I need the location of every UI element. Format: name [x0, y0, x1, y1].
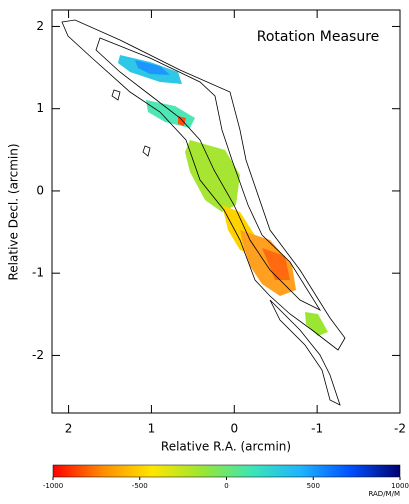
colorbar: [52, 464, 401, 478]
y-tick-label: 2: [36, 19, 44, 33]
x-tick-label: 1: [148, 422, 156, 436]
rm-map: [118, 55, 328, 336]
colorbar-tick-label: 1000: [391, 482, 409, 490]
colorbar-tick-label: 500: [307, 482, 320, 490]
contours: [61, 19, 346, 406]
x-tick-label: -2: [394, 422, 406, 436]
colorbar-tick-label: -1000: [43, 482, 63, 490]
x-axis-label: Relative R.A. (arcmin): [161, 440, 291, 454]
colorbar-label: RAD/M/M: [368, 490, 400, 498]
x-tick-label: 0: [230, 422, 238, 436]
x-tick-label: -1: [311, 422, 323, 436]
colorbar-tick-label: -500: [132, 482, 148, 490]
y-tick-label: 1: [36, 101, 44, 115]
x-tick-label: 2: [65, 422, 73, 436]
y-tick-label: -1: [32, 266, 44, 280]
colorbar-tick-label: 0: [224, 482, 228, 490]
y-axis-label: Relative Decl. (arcmin): [7, 143, 21, 280]
chart-title: Rotation Measure: [257, 29, 380, 45]
y-tick-label: -2: [32, 348, 44, 362]
y-tick-label: 0: [36, 183, 44, 197]
